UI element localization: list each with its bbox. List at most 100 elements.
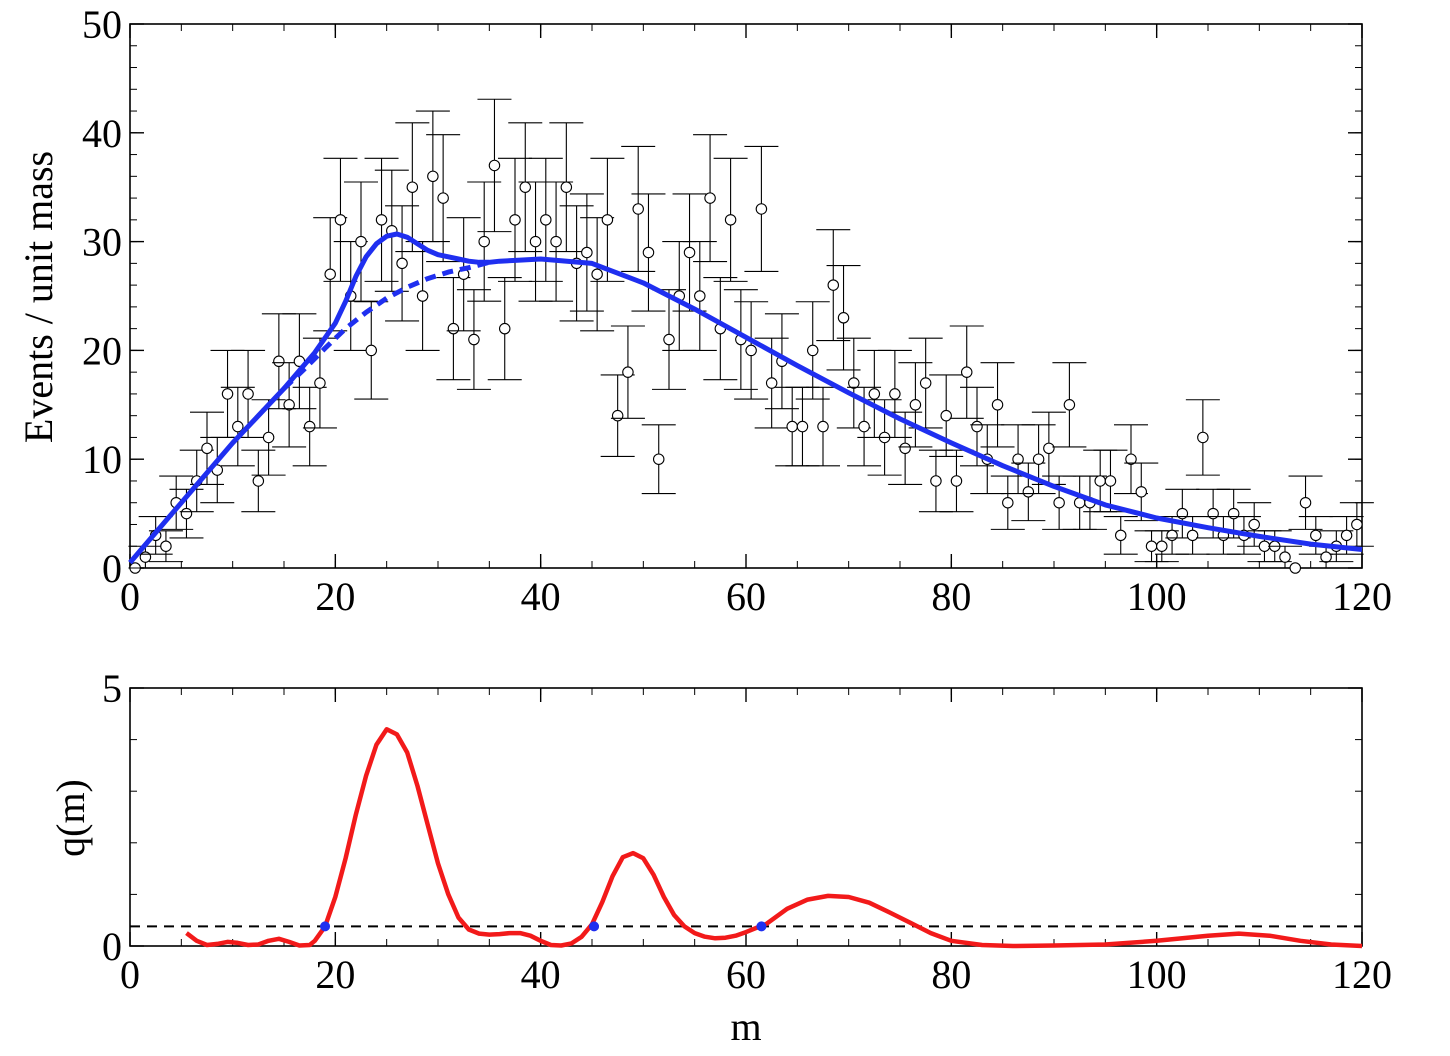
data-point <box>940 409 952 422</box>
data-point <box>868 388 881 400</box>
data-point <box>806 344 819 357</box>
data-point <box>406 181 419 193</box>
bottom-x-tick-label: 100 <box>1127 952 1187 997</box>
data-point <box>273 355 285 368</box>
bottom-x-tick-label: 80 <box>931 952 971 997</box>
data-point <box>519 181 532 193</box>
data-point <box>468 333 480 346</box>
data-point <box>663 333 675 346</box>
top-y-tick-label: 0 <box>102 546 122 591</box>
data-point <box>447 322 460 335</box>
data-point <box>180 507 193 520</box>
data-point <box>960 366 973 378</box>
data-point <box>991 399 1004 411</box>
top-y-tick-label: 50 <box>82 2 122 47</box>
data-point <box>1063 399 1076 411</box>
data-point <box>899 442 911 455</box>
data-point <box>632 203 644 215</box>
data-point <box>755 203 768 215</box>
data-point <box>642 246 655 259</box>
threshold-crossing-point <box>589 921 600 932</box>
bottom-x-tick-label: 120 <box>1332 952 1392 997</box>
data-point <box>1248 518 1260 531</box>
data-point <box>848 377 860 389</box>
data-point <box>1012 453 1024 465</box>
data-point <box>1289 562 1302 574</box>
bottom-x-tick-label: 20 <box>315 952 355 997</box>
data-point <box>139 551 152 563</box>
q-curve <box>185 727 1363 949</box>
data-point <box>1125 453 1137 465</box>
data-point <box>581 246 593 259</box>
data-point <box>765 377 778 389</box>
top-plot-frame <box>129 23 1363 569</box>
data-point <box>971 420 983 433</box>
data-point <box>930 475 942 487</box>
data-point <box>437 192 449 204</box>
data-point <box>262 431 275 444</box>
data-point <box>478 235 490 248</box>
data-point <box>837 312 850 324</box>
bottom-x-tick-label: 40 <box>521 952 561 997</box>
threshold-crossing-point <box>756 921 767 932</box>
data-point <box>314 377 326 389</box>
data-point <box>601 214 614 226</box>
data-point <box>1043 442 1055 455</box>
data-point <box>827 279 840 291</box>
data-point <box>858 420 870 433</box>
top-x-tick-label: 20 <box>315 574 355 619</box>
data-point <box>334 214 347 226</box>
top-x-tick-label: 80 <box>931 574 971 619</box>
data-point <box>909 399 922 411</box>
data-point <box>1022 486 1035 498</box>
bottom-x-tick-label: 0 <box>120 952 140 997</box>
data-point <box>1135 486 1148 498</box>
top-x-tick-label: 120 <box>1332 574 1392 619</box>
data-point <box>1340 529 1353 542</box>
data-point <box>529 235 542 248</box>
data-point <box>242 388 254 400</box>
data-point <box>375 214 388 226</box>
data-point <box>1114 529 1127 542</box>
bottom-y-axis-label: q(m) <box>48 779 93 857</box>
bottom-y-tick-label: 0 <box>102 924 122 969</box>
data-point <box>919 377 932 389</box>
data-point <box>1351 518 1363 531</box>
data-point <box>1320 551 1332 563</box>
threshold-crossing-point <box>320 921 331 932</box>
events-panel: 0 20 40 60 80 100 120 0 10 20 30 40 50 Events / unit … <box>16 2 1392 619</box>
top-x-tick-label: 0 <box>120 574 140 619</box>
data-point <box>252 475 265 487</box>
data-point <box>283 399 295 411</box>
data-point <box>1310 529 1322 542</box>
data-point <box>1176 507 1189 520</box>
data-point <box>1279 551 1291 563</box>
data-point <box>221 388 234 400</box>
data-point <box>724 214 737 226</box>
data-point <box>694 290 706 302</box>
data-point <box>1094 475 1106 487</box>
data-point <box>160 540 172 552</box>
data-point <box>355 235 367 248</box>
q-panel: 0 20 40 60 80 100 120 0 5 q(m) m <box>48 666 1392 1049</box>
data-point <box>591 268 603 280</box>
top-y-tick-label: 40 <box>82 111 122 156</box>
bottom-y-tick-label: 5 <box>102 666 122 711</box>
data-point <box>232 420 244 433</box>
top-y-tick-label: 10 <box>82 437 122 482</box>
data-point <box>889 388 901 400</box>
data-point <box>540 214 552 226</box>
data-point <box>1166 529 1178 542</box>
bottom-x-axis-label: m <box>730 1004 761 1049</box>
bottom-x-tick-label: 60 <box>726 952 766 997</box>
top-y-axis-label: Events / unit mass <box>16 151 61 443</box>
top-x-tick-label: 100 <box>1127 574 1187 619</box>
data-point <box>950 475 963 487</box>
data-point <box>1156 540 1168 552</box>
top-x-tick-label: 60 <box>726 574 766 619</box>
data-point <box>683 246 696 259</box>
data-point <box>652 453 665 465</box>
data-point <box>1032 453 1045 465</box>
data-point <box>201 442 213 455</box>
